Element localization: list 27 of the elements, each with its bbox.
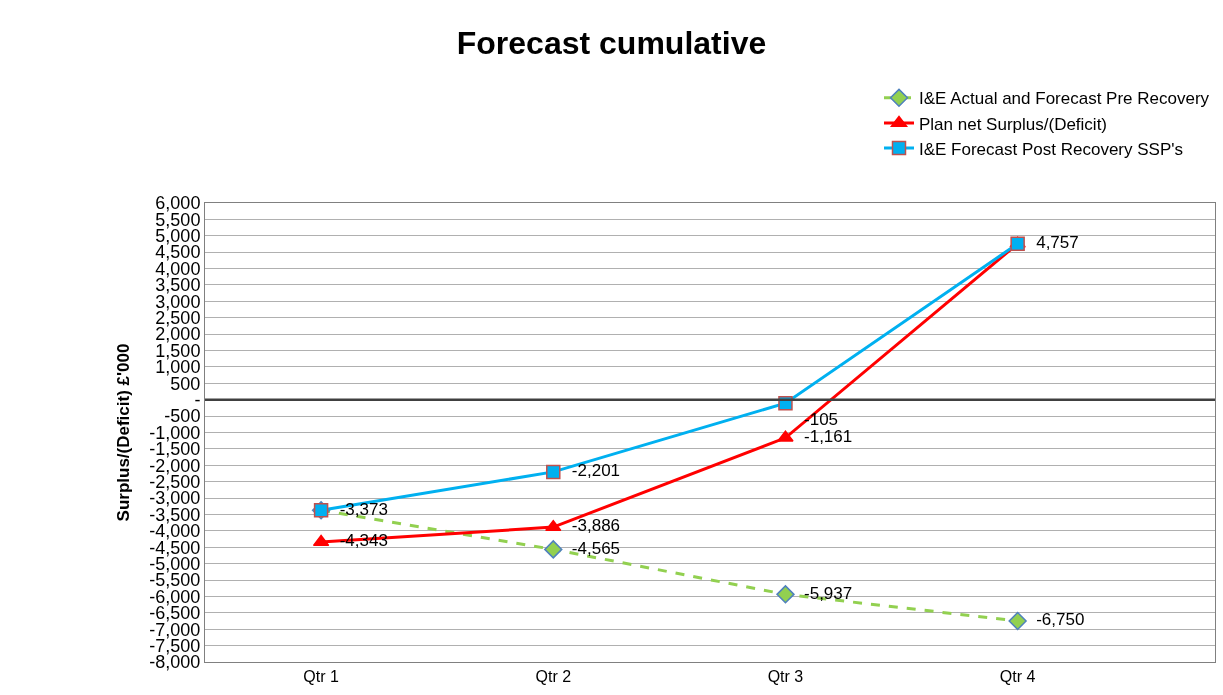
x-tick-label: Qtr 4 xyxy=(999,668,1036,686)
x-tick-label: Qtr 2 xyxy=(535,668,572,686)
data-label: -3,886 xyxy=(562,516,621,536)
point xyxy=(777,430,794,442)
data-label: -2,201 xyxy=(562,461,621,481)
point xyxy=(312,534,330,547)
x-tick-label: Qtr 3 xyxy=(767,668,804,686)
y-tick-label: 500 xyxy=(170,373,201,394)
data-label: -1,161 xyxy=(794,427,853,447)
chart-title: Forecast cumulative xyxy=(456,24,767,61)
data-label: -3,373 xyxy=(330,499,388,519)
y-axis-title: Surplus/(Deficit) £'000 xyxy=(113,343,133,522)
point xyxy=(776,585,795,604)
legend-label: I&E Forecast Post Recovery SSP's xyxy=(919,139,1184,159)
legend-label: I&E Actual and Forecast Pre Recovery xyxy=(919,89,1210,109)
data-label: 4,757 xyxy=(1026,233,1079,252)
data-label: -6,750 xyxy=(1026,610,1085,630)
point xyxy=(1008,611,1027,631)
data-label: -4,565 xyxy=(562,538,621,558)
point xyxy=(546,464,561,480)
x-tick-label: Qtr 1 xyxy=(303,668,339,686)
data-label: -105 xyxy=(794,410,839,430)
legend-label: Plan net Surplus/(Deficit) xyxy=(919,114,1108,134)
data-label: -5,937 xyxy=(794,583,853,603)
y-tick-label: 6,000 xyxy=(155,193,201,214)
point xyxy=(544,540,563,559)
point xyxy=(545,519,562,532)
